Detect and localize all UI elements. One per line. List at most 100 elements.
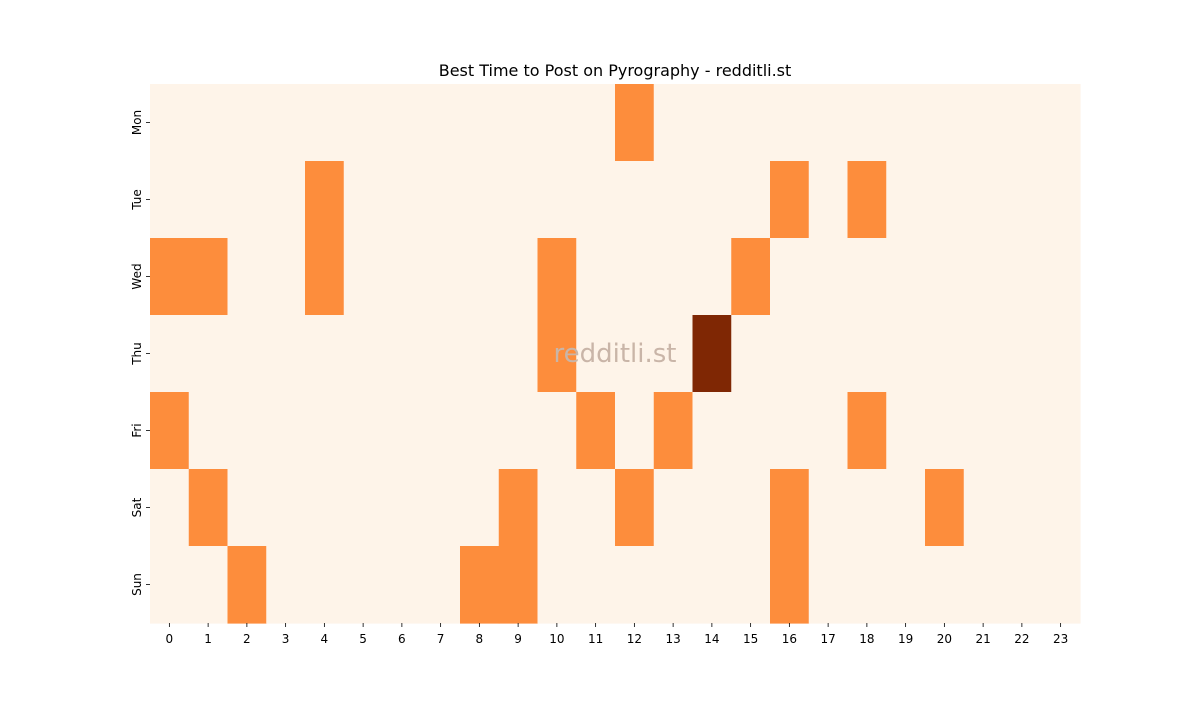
heatmap-cell-wed-23 [1041, 238, 1081, 316]
x-tick-label: 11 [588, 632, 603, 646]
heatmap-cell-sun-22 [1002, 546, 1042, 624]
heatmap-cell-thu-7 [421, 315, 461, 393]
heatmap-cell-thu-1 [188, 315, 229, 393]
heatmap-cells [150, 84, 1081, 624]
heatmap-cell-tue-5 [343, 161, 384, 239]
heatmap-cell-sat-21 [963, 469, 1004, 547]
heatmap-cell-fri-8 [460, 392, 500, 470]
heatmap-cell-sun-21 [963, 546, 1004, 624]
heatmap-cell-sun-4 [305, 546, 345, 624]
heatmap-cell-fri-3 [266, 392, 306, 470]
heatmap-cell-wed-15 [731, 238, 771, 316]
heatmap-cell-sun-13 [653, 546, 694, 624]
heatmap-cell-sun-12 [615, 546, 655, 624]
heatmap-cell-tue-12 [615, 161, 655, 239]
heatmap-cell-sun-20 [925, 546, 965, 624]
x-tick-label: 2 [243, 632, 251, 646]
heatmap-cell-sun-11 [576, 546, 616, 624]
heatmap-cell-sat-11 [576, 469, 616, 547]
heatmap-cell-fri-7 [421, 392, 461, 470]
x-tick-label: 23 [1053, 632, 1068, 646]
x-tick-label: 15 [743, 632, 758, 646]
heatmap-cell-wed-21 [963, 238, 1004, 316]
heatmap-cell-fri-16 [770, 392, 810, 470]
heatmap-cell-wed-12 [615, 238, 655, 316]
heatmap-cell-mon-2 [227, 84, 267, 162]
heatmap-cell-wed-20 [925, 238, 965, 316]
heatmap-cell-tue-19 [886, 161, 926, 239]
heatmap-cell-fri-19 [886, 392, 926, 470]
heatmap-cell-sat-0 [150, 469, 190, 547]
heatmap-cell-thu-3 [266, 315, 306, 393]
heatmap-cell-tue-0 [150, 161, 190, 239]
heatmap-cell-mon-9 [498, 84, 539, 162]
heatmap-cell-sat-23 [1041, 469, 1081, 547]
heatmap-cell-thu-20 [925, 315, 965, 393]
x-tick-label: 21 [975, 632, 990, 646]
heatmap-cell-sat-7 [421, 469, 461, 547]
heatmap-cell-fri-14 [692, 392, 732, 470]
heatmap-cell-sat-6 [382, 469, 422, 547]
heatmap-cell-sun-1 [188, 546, 229, 624]
heatmap-cell-mon-11 [576, 84, 616, 162]
heatmap-cell-mon-1 [188, 84, 229, 162]
x-tick-label: 1 [204, 632, 212, 646]
heatmap-cell-thu-11 [576, 315, 616, 393]
x-tick-label: 13 [665, 632, 680, 646]
heatmap-cell-tue-14 [692, 161, 732, 239]
heatmap-cell-sun-0 [150, 546, 190, 624]
heatmap-cell-thu-4 [305, 315, 345, 393]
heatmap-cell-sat-17 [808, 469, 849, 547]
heatmap-cell-tue-13 [653, 161, 694, 239]
heatmap-cell-sat-10 [537, 469, 577, 547]
heatmap-cell-thu-16 [770, 315, 810, 393]
x-tick-label: 9 [514, 632, 522, 646]
heatmap-cell-tue-22 [1002, 161, 1042, 239]
heatmap-cell-fri-2 [227, 392, 267, 470]
heatmap-cell-wed-2 [227, 238, 267, 316]
heatmap-cell-tue-11 [576, 161, 616, 239]
heatmap-cell-wed-16 [770, 238, 810, 316]
heatmap-cell-sat-19 [886, 469, 926, 547]
heatmap-cell-sun-9 [498, 546, 539, 624]
heatmap-cell-mon-10 [537, 84, 577, 162]
heatmap-cell-thu-8 [460, 315, 500, 393]
heatmap-cell-thu-6 [382, 315, 422, 393]
x-tick-label: 6 [398, 632, 406, 646]
watermark: redditli.st [554, 339, 677, 369]
heatmap-cell-tue-20 [925, 161, 965, 239]
heatmap-cell-thu-2 [227, 315, 267, 393]
heatmap-cell-wed-9 [498, 238, 539, 316]
heatmap-cell-fri-5 [343, 392, 384, 470]
heatmap-cell-sun-15 [731, 546, 771, 624]
heatmap-cell-tue-6 [382, 161, 422, 239]
heatmap-cell-tue-10 [537, 161, 577, 239]
heatmap-cell-sat-2 [227, 469, 267, 547]
heatmap-cell-fri-10 [537, 392, 577, 470]
x-tick-label: 8 [476, 632, 484, 646]
x-tick-label: 19 [898, 632, 913, 646]
heatmap-cell-sat-8 [460, 469, 500, 547]
heatmap-cell-wed-13 [653, 238, 694, 316]
heatmap-cell-mon-21 [963, 84, 1004, 162]
heatmap-cell-thu-18 [847, 315, 887, 393]
heatmap-cell-thu-13 [653, 315, 694, 393]
heatmap-cell-fri-0 [150, 392, 190, 470]
heatmap-cell-sun-19 [886, 546, 926, 624]
heatmap-cell-mon-7 [421, 84, 461, 162]
heatmap-cell-fri-20 [925, 392, 965, 470]
heatmap-cell-thu-0 [150, 315, 190, 393]
x-tick-label: 0 [166, 632, 174, 646]
heatmap-cell-fri-18 [847, 392, 887, 470]
heatmap-cell-wed-4 [305, 238, 345, 316]
heatmap-cell-wed-17 [808, 238, 849, 316]
heatmap-cell-sun-17 [808, 546, 849, 624]
heatmap-cell-wed-14 [692, 238, 732, 316]
heatmap-cell-thu-22 [1002, 315, 1042, 393]
heatmap-cell-wed-22 [1002, 238, 1042, 316]
heatmap-cell-mon-12 [615, 84, 655, 162]
heatmap-cell-fri-12 [615, 392, 655, 470]
x-tick-label: 7 [437, 632, 445, 646]
heatmap-cell-thu-14 [692, 315, 732, 393]
